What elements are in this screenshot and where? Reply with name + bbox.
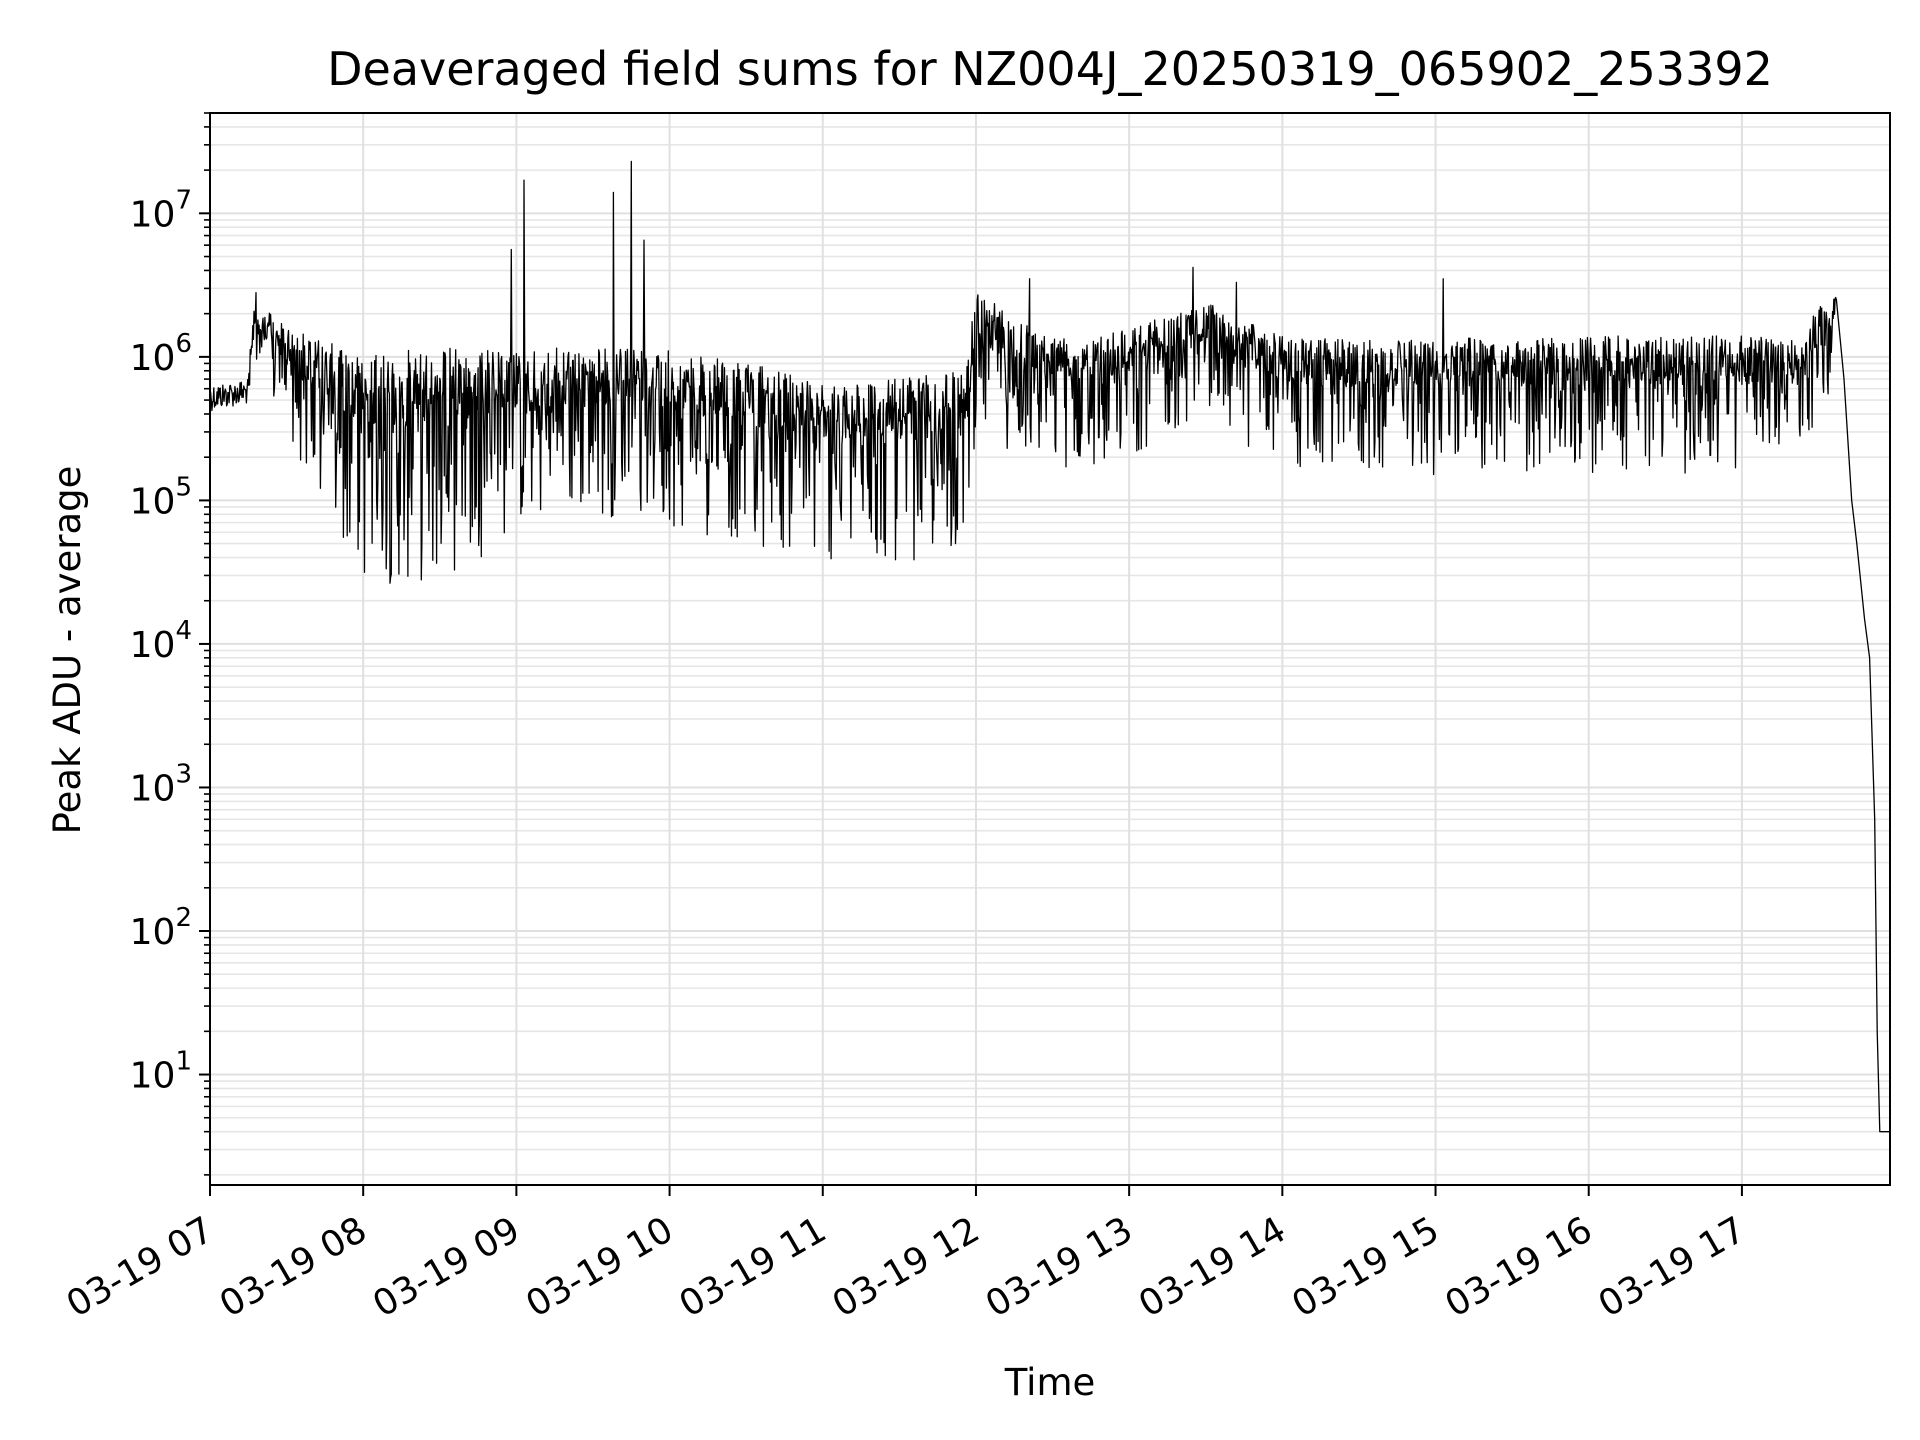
x-tick-label: 03-19 07 [60,1209,221,1325]
y-tick-label: 103 [130,759,192,809]
y-tick-label: 104 [130,616,192,666]
x-tick-label: 03-19 08 [213,1209,374,1325]
x-tick-label: 03-19 13 [979,1209,1140,1325]
plot-area-frame [209,112,1891,1186]
x-tick-label: 03-19 09 [366,1209,527,1325]
series-line-path [209,160,1890,1133]
x-tick-label: 03-19 15 [1285,1209,1446,1325]
y-tick-label: 101 [130,1047,192,1097]
x-tick-label: 03-19 11 [673,1209,834,1325]
x-tick-label: 03-19 10 [519,1209,680,1325]
y-tick-label: 106 [130,329,192,379]
chart-title: Deaveraged field sums for NZ004J_2025031… [327,42,1773,96]
x-tick-label: 03-19 17 [1592,1209,1753,1325]
x-tick-label: 03-19 14 [1132,1209,1293,1325]
y-tick-label: 107 [130,185,192,235]
x-axis-label: Time [1004,1361,1096,1404]
y-tick-label: 102 [130,903,192,953]
y-axis-ticks: 101 102 103 104 105 106 107 [130,112,210,1176]
y-axis-label: Peak ADU - average [46,466,89,835]
series-line [209,160,1890,1133]
x-tick-label: 03-19 12 [826,1209,987,1325]
grid [209,112,1890,1185]
x-tick-label: 03-19 16 [1439,1209,1600,1325]
y-tick-label: 105 [130,472,192,522]
